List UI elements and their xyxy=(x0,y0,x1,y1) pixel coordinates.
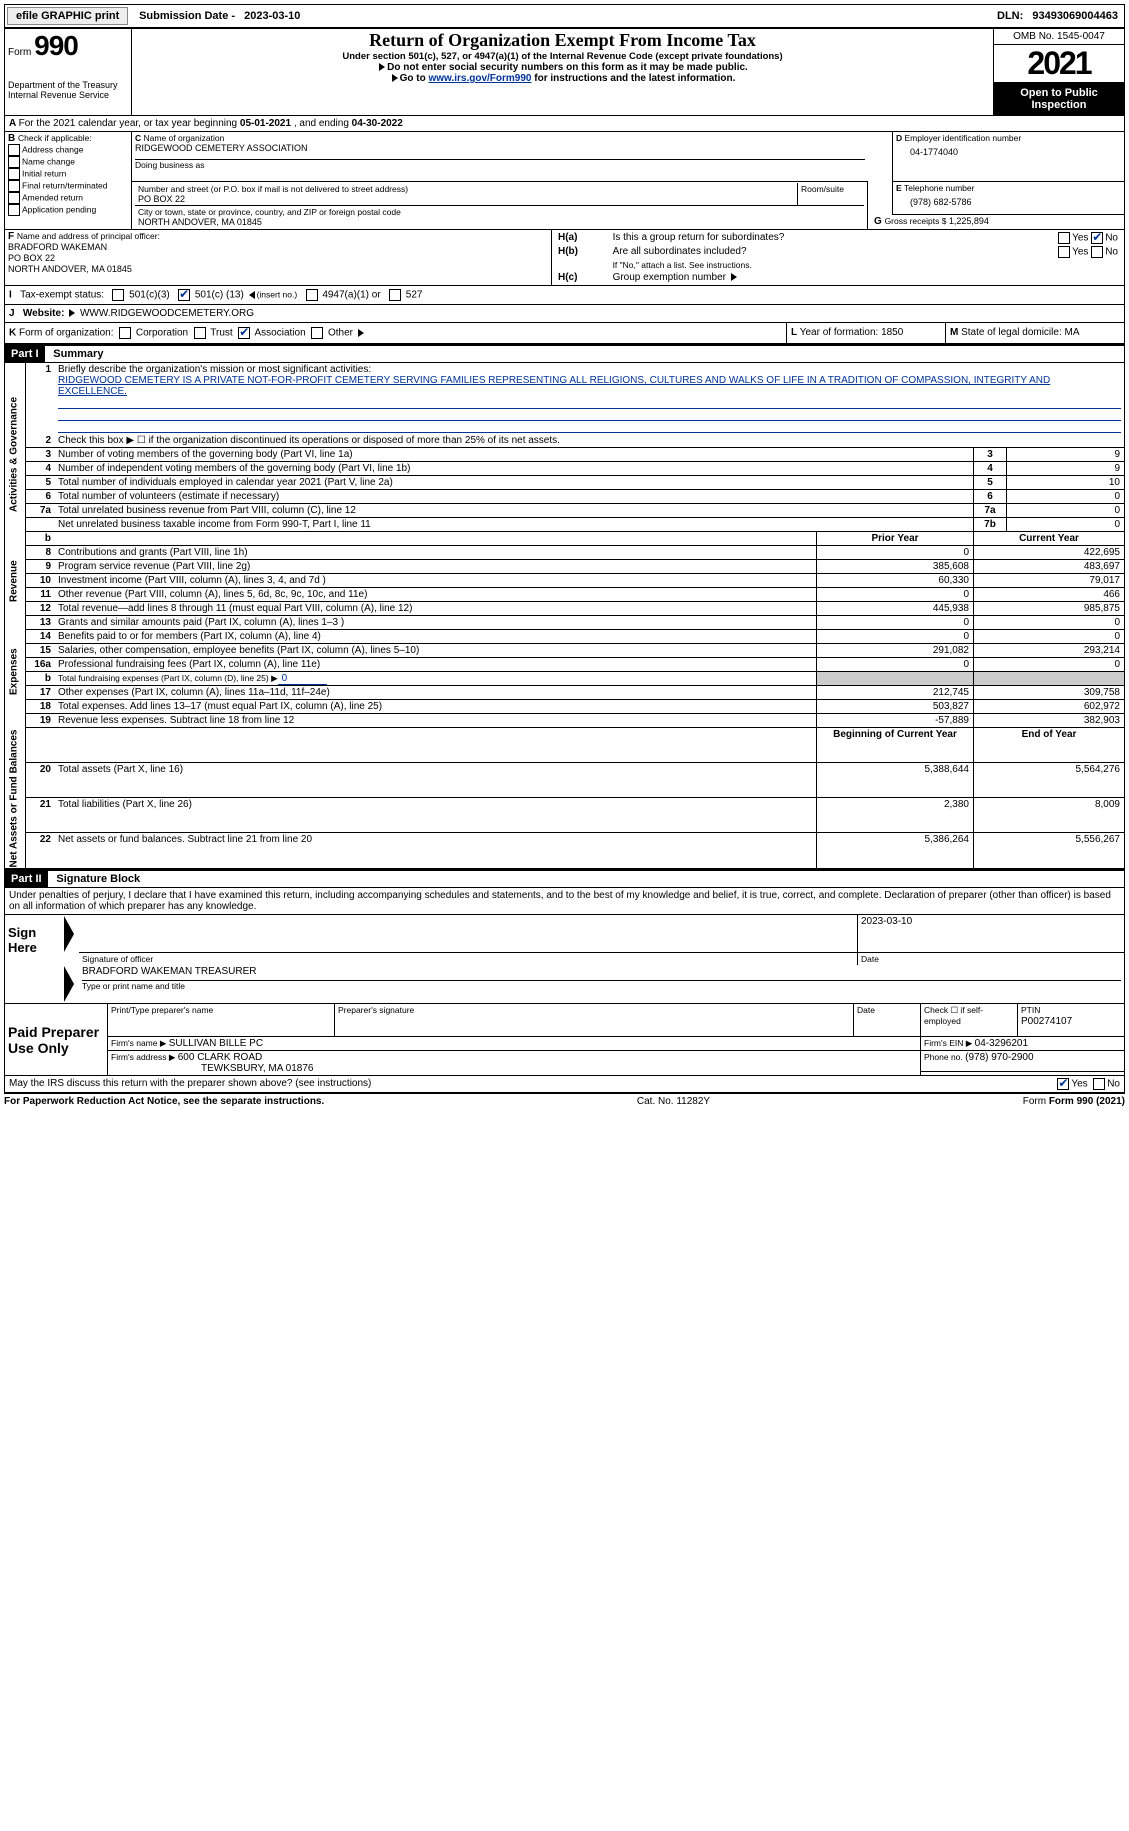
dept-treasury: Department of the Treasury Internal Reve… xyxy=(8,80,128,100)
d-label: Employer identification number xyxy=(905,133,1022,143)
c-name-label: Name of organization xyxy=(144,133,225,143)
form-footer: For Paperwork Reduction Act Notice, see … xyxy=(4,1093,1125,1107)
form-title: Return of Organization Exempt From Incom… xyxy=(135,30,990,51)
part2-header: Part II Signature Block xyxy=(4,869,1125,887)
omb-number: OMB No. 1545-0047 xyxy=(994,29,1124,45)
klm-block: K Form of organization: Corporation Trus… xyxy=(4,323,1125,344)
ha-label: Is this a group return for subordinates? xyxy=(610,231,983,245)
open-to-public: Open to Public Inspection xyxy=(994,83,1124,115)
netassets-label: Net Assets or Fund Balances xyxy=(5,728,26,869)
ptin-value: P00274107 xyxy=(1021,1016,1072,1027)
officer-addr1: PO BOX 22 xyxy=(8,253,55,263)
sign-here-label: Sign Here xyxy=(5,914,62,965)
section-i: I Tax-exempt status: 501(c)(3) 501(c) (1… xyxy=(4,286,1125,305)
officer-block: F Name and address of principal officer:… xyxy=(4,230,1125,286)
form-note-link: Go to www.irs.gov/Form990 for instructio… xyxy=(135,73,990,84)
section-j: J Website: WWW.RIDGEWOODCEMETERY.ORG xyxy=(4,305,1125,323)
submission-date-label: Submission Date - xyxy=(133,10,238,22)
website-value: WWW.RIDGEWOODCEMETERY.ORG xyxy=(80,308,254,319)
efile-print-button[interactable]: efile GRAPHIC print xyxy=(7,7,128,25)
city-value: NORTH ANDOVER, MA 01845 xyxy=(138,217,861,227)
street-value: PO BOX 22 xyxy=(138,194,794,204)
form-footer-label: Form xyxy=(1023,1096,1049,1107)
officer-name: BRADFORD WAKEMAN xyxy=(8,242,107,252)
hb-label: Are all subordinates included? xyxy=(610,245,983,259)
gross-receipts: 1,225,894 xyxy=(949,216,989,226)
city-label: City or town, state or province, country… xyxy=(138,207,861,217)
arrow-icon xyxy=(64,966,74,1002)
activities-label: Activities & Governance xyxy=(5,363,26,546)
expenses-label: Expenses xyxy=(5,616,26,728)
declaration: Under penalties of perjury, I declare th… xyxy=(4,887,1125,914)
dba-label: Doing business as xyxy=(135,159,865,170)
firm-ein: 04-3296201 xyxy=(975,1038,1028,1049)
hc-label: Group exemption number xyxy=(613,272,726,283)
paid-preparer-block: Paid Preparer Use Only Print/Type prepar… xyxy=(4,1004,1125,1076)
section-a: A For the 2021 calendar year, or tax yea… xyxy=(4,116,1125,132)
dln-label: DLN: xyxy=(997,10,1032,22)
form-number: 990 xyxy=(34,30,78,61)
b-label: Check if applicable: xyxy=(18,133,92,143)
part1-body: Activities & Governance 1 Briefly descri… xyxy=(4,362,1125,869)
dln-value: 93493069004463 xyxy=(1032,10,1124,22)
sig-name-value: BRADFORD WAKEMAN TREASURER xyxy=(82,966,1121,981)
irs-link[interactable]: www.irs.gov/Form990 xyxy=(428,73,531,84)
paid-preparer-label: Paid Preparer Use Only xyxy=(5,1004,108,1076)
firm-addr1: 600 CLARK ROAD xyxy=(178,1052,262,1063)
street-label: Number and street (or P.O. box if mail i… xyxy=(138,184,794,194)
part1-header: Part I Summary xyxy=(4,344,1125,362)
org-name: RIDGEWOOD CEMETERY ASSOCIATION xyxy=(135,143,865,153)
firm-phone: (978) 970-2900 xyxy=(965,1052,1033,1063)
sig-date-value: 2023-03-10 xyxy=(858,914,1125,953)
top-bar: efile GRAPHIC print Submission Date - 20… xyxy=(4,4,1125,28)
firm-name: SULLIVAN BILLE PC xyxy=(169,1038,263,1049)
firm-addr2: TEWKSBURY, MA 01876 xyxy=(111,1063,313,1074)
form-note-ssn: Do not enter social security numbers on … xyxy=(135,62,990,73)
mission-text: RIDGEWOOD CEMETERY IS A PRIVATE NOT-FOR-… xyxy=(58,375,1050,397)
phone-value: (978) 682-5786 xyxy=(896,193,1121,211)
revenue-label: Revenue xyxy=(5,546,26,616)
entity-block: B Check if applicable: Address change Na… xyxy=(4,132,1125,230)
form-header: Form 990 Department of the Treasury Inte… xyxy=(4,28,1125,116)
ein-value: 04-1774040 xyxy=(896,143,1121,161)
e-label: Telephone number xyxy=(904,183,974,193)
hb-note: If "No," attach a list. See instructions… xyxy=(610,259,1121,271)
officer-addr2: NORTH ANDOVER, MA 01845 xyxy=(8,264,132,274)
form-label: Form xyxy=(8,47,31,58)
sign-here-block: Sign Here 2023-03-10 Signature of office… xyxy=(4,914,1125,1005)
g-label: Gross receipts $ xyxy=(885,216,949,226)
form-subtitle: Under section 501(c), 527, or 4947(a)(1)… xyxy=(135,51,990,62)
arrow-icon xyxy=(64,916,74,952)
discuss-row: May the IRS discuss this return with the… xyxy=(4,1076,1125,1093)
f-label: Name and address of principal officer: xyxy=(17,231,160,241)
submission-date: 2023-03-10 xyxy=(238,10,300,22)
tax-year: 2021 xyxy=(994,45,1124,83)
room-label: Room/suite xyxy=(798,183,865,206)
